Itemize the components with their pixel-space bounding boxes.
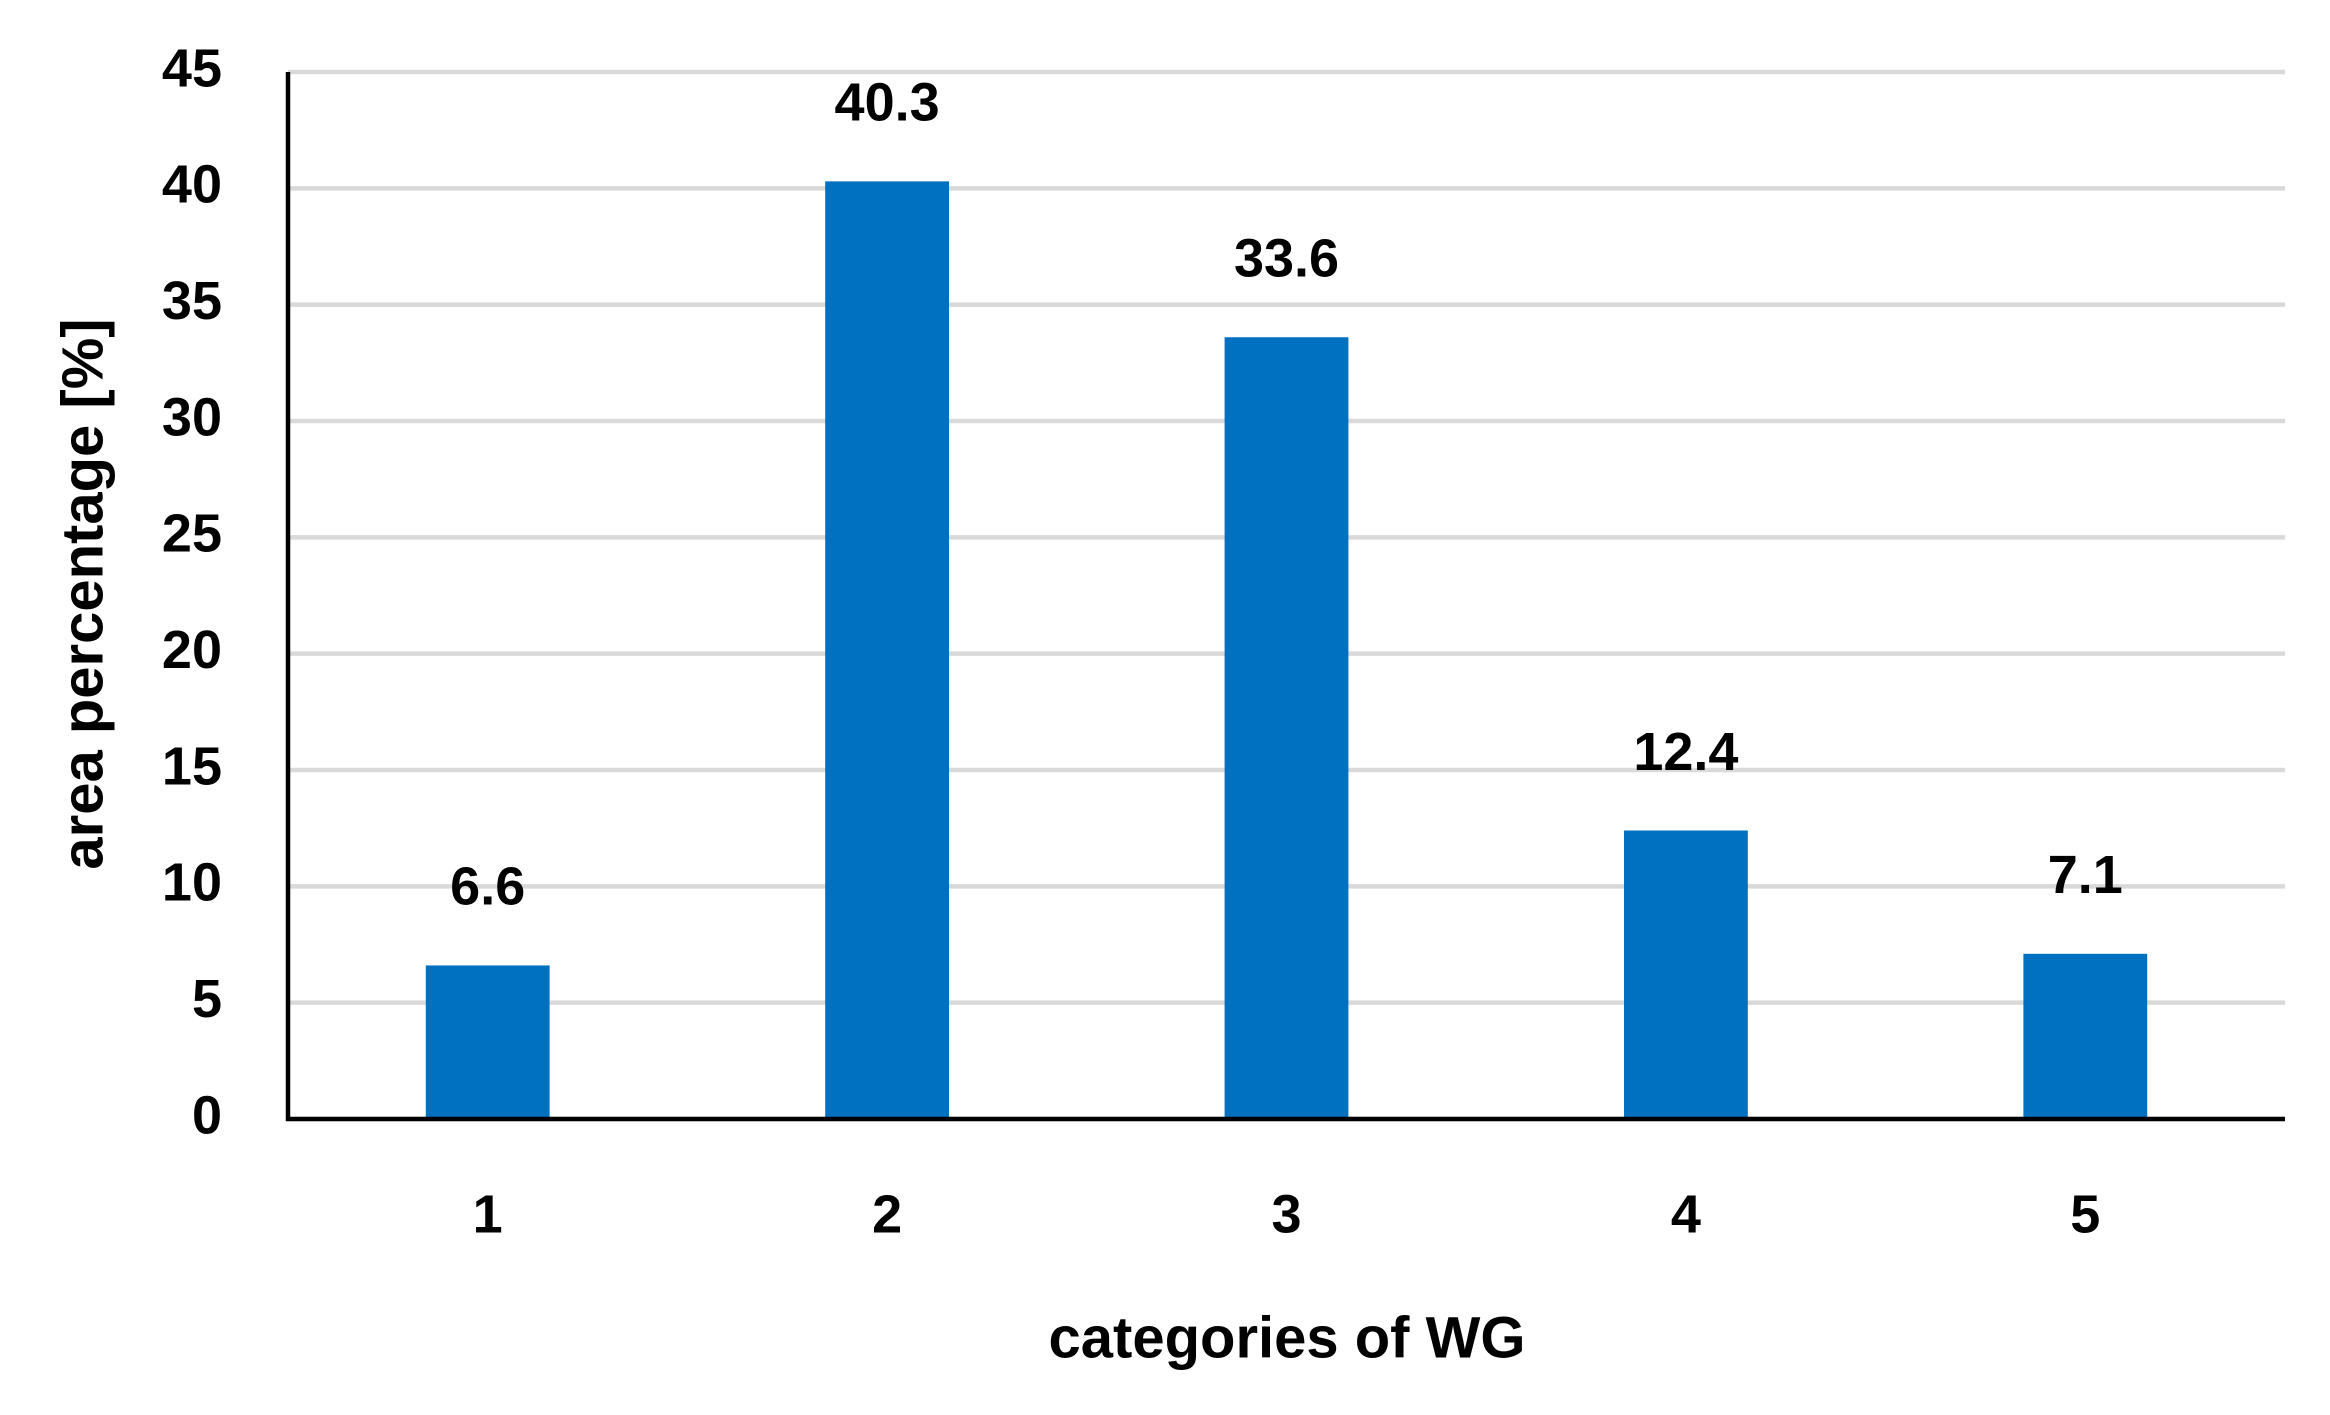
y-tick-label: 15 [162, 736, 222, 796]
value-label: 33.6 [1234, 229, 1339, 289]
y-tick-label: 10 [162, 853, 222, 913]
x-tick-label: 3 [1271, 1184, 1301, 1244]
bar [1623, 830, 1748, 1119]
y-tick-label: 40 [162, 155, 222, 215]
x-tick-label: 4 [1671, 1184, 1701, 1244]
y-tick-label: 5 [192, 969, 222, 1029]
y-tick-label: 20 [162, 620, 222, 680]
y-tick-label: 35 [162, 271, 222, 331]
y-tick-label: 25 [162, 504, 222, 564]
x-tick-label: 1 [473, 1184, 503, 1244]
bar [825, 181, 950, 1119]
value-label: 40.3 [835, 73, 940, 133]
bar [1224, 337, 1349, 1119]
bar [425, 965, 550, 1119]
y-axis-title: area percentage [%] [50, 318, 115, 869]
y-tick-label: 0 [192, 1085, 222, 1145]
value-label: 6.6 [450, 857, 525, 917]
x-axis-title: categories of WG [1049, 1305, 1526, 1370]
value-label: 12.4 [1633, 722, 1738, 782]
y-tick-label: 30 [162, 387, 222, 447]
y-tick-label: 45 [162, 38, 222, 98]
x-tick-label: 5 [2070, 1184, 2100, 1244]
bar [2023, 953, 2148, 1119]
value-label: 7.1 [2048, 845, 2123, 905]
x-tick-label: 2 [872, 1184, 902, 1244]
